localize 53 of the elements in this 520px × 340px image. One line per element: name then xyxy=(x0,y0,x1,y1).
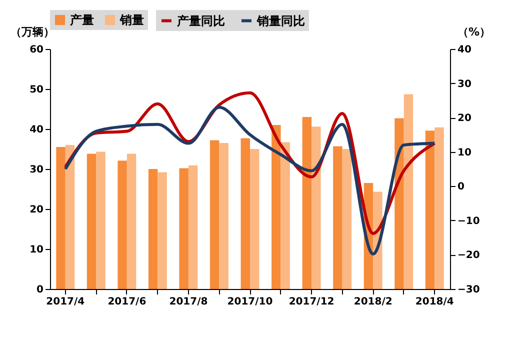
bar xyxy=(302,117,312,289)
bar xyxy=(86,154,96,289)
bar xyxy=(280,142,290,289)
x-tick-label: 2017/6 xyxy=(108,296,146,308)
bar xyxy=(342,149,352,289)
bar xyxy=(404,94,414,289)
y-tick-label: 10 xyxy=(30,244,44,256)
bar xyxy=(394,118,404,289)
y2-tick-label: 20 xyxy=(458,113,472,124)
x-tick-label: 2018/2 xyxy=(354,296,392,308)
bar xyxy=(179,168,188,289)
bar xyxy=(158,172,167,289)
legend-label: 销量 xyxy=(119,13,144,27)
x-tick-label: 2017/4 xyxy=(46,296,85,308)
bar xyxy=(210,140,220,289)
bar xyxy=(56,147,66,289)
y2-tick-label: 40 xyxy=(458,44,472,56)
bar xyxy=(240,138,250,289)
x-tick-label: 2018/4 xyxy=(415,296,454,308)
y2-tick-label: −10 xyxy=(458,216,480,227)
legend-label: 产量 xyxy=(69,13,94,27)
bar xyxy=(425,130,435,289)
bar xyxy=(250,149,260,289)
line-series xyxy=(64,106,436,256)
bar xyxy=(434,127,444,289)
y2-tick-label: −30 xyxy=(458,284,480,296)
x-tick-label: 2017/12 xyxy=(288,296,334,308)
bar xyxy=(219,143,228,289)
y-tick-label: 50 xyxy=(30,84,44,96)
x-tick-label: 2017/10 xyxy=(227,296,273,308)
y-tick-label: 60 xyxy=(30,44,44,56)
y-axis-title: （万辆） xyxy=(10,26,54,38)
bar xyxy=(126,154,136,289)
legend-label: 销量同比 xyxy=(256,14,305,28)
bar xyxy=(312,126,321,289)
legend-label: 产量同比 xyxy=(176,14,225,28)
x-tick-label: 2017/8 xyxy=(169,296,208,308)
y2-tick-label: −20 xyxy=(458,250,480,262)
bar xyxy=(65,145,75,289)
bar xyxy=(148,169,158,289)
y-tick-label: 40 xyxy=(30,124,44,136)
y2-tick-label: 10 xyxy=(458,147,472,158)
bar xyxy=(272,125,281,289)
y2-tick-label: 0 xyxy=(458,182,464,193)
bar xyxy=(333,146,342,289)
bar xyxy=(118,160,127,289)
bar xyxy=(188,165,198,289)
y2-tick-label: 30 xyxy=(458,78,472,90)
bar xyxy=(96,152,106,289)
y-tick-label: 0 xyxy=(36,284,44,296)
y-tick-label: 30 xyxy=(30,164,44,176)
y2-axis-title: （%） xyxy=(457,26,490,38)
y-tick-label: 20 xyxy=(30,204,44,216)
